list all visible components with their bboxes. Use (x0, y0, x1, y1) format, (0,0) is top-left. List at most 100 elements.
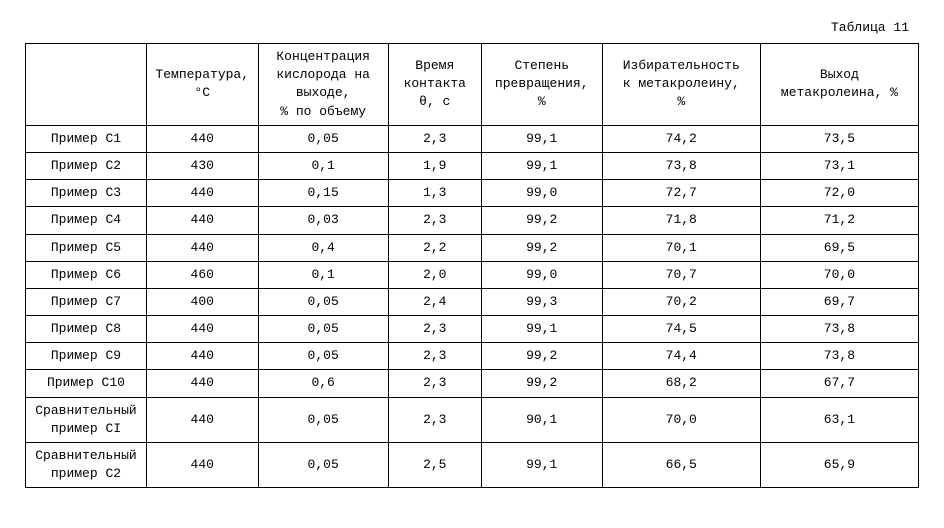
table-cell: 99,2 (481, 234, 602, 261)
table-row: Пример C24300,11,999,173,873,1 (26, 152, 919, 179)
table-cell: 440 (146, 207, 258, 234)
table-cell: 0,05 (258, 343, 388, 370)
table-cell: 0,1 (258, 261, 388, 288)
table-cell: Сравнительныйпример C2 (26, 443, 147, 488)
table-cell: Пример C9 (26, 343, 147, 370)
table-cell: 70,0 (760, 261, 918, 288)
table-cell: 440 (146, 180, 258, 207)
table-cell: 99,1 (481, 125, 602, 152)
table-cell: 2,3 (388, 125, 481, 152)
table-cell: Пример C5 (26, 234, 147, 261)
table-cell: 71,2 (760, 207, 918, 234)
table-cell: 69,7 (760, 288, 918, 315)
table-cell: 0,05 (258, 125, 388, 152)
table-cell: 0,15 (258, 180, 388, 207)
table-row: Пример C94400,052,399,274,473,8 (26, 343, 919, 370)
table-cell: 72,0 (760, 180, 918, 207)
table-cell: 2,3 (388, 316, 481, 343)
table-row: Пример C64600,12,099,070,770,0 (26, 261, 919, 288)
table-cell: Сравнительныйпример CI (26, 397, 147, 442)
table-cell: 99,1 (481, 316, 602, 343)
table-cell: Пример C3 (26, 180, 147, 207)
table-cell: 99,0 (481, 180, 602, 207)
table-cell: 0,05 (258, 316, 388, 343)
table-cell: 63,1 (760, 397, 918, 442)
table-row: Пример C54400,42,299,270,169,5 (26, 234, 919, 261)
table-cell: 2,4 (388, 288, 481, 315)
header-label (26, 44, 147, 126)
table-cell: 2,3 (388, 343, 481, 370)
table-cell: 440 (146, 370, 258, 397)
table-cell: 67,7 (760, 370, 918, 397)
table-cell: 99,1 (481, 152, 602, 179)
table-row: Пример C74000,052,499,370,269,7 (26, 288, 919, 315)
table-cell: 99,2 (481, 343, 602, 370)
table-cell: 440 (146, 443, 258, 488)
table-cell: 73,8 (602, 152, 760, 179)
table-row: Пример C104400,62,399,268,267,7 (26, 370, 919, 397)
data-table: Температура,°C Концентрациякислорода нав… (25, 43, 919, 488)
table-cell: Пример C6 (26, 261, 147, 288)
table-cell: 70,2 (602, 288, 760, 315)
table-cell: 72,7 (602, 180, 760, 207)
table-row: Пример C14400,052,399,174,273,5 (26, 125, 919, 152)
table-cell: 2,2 (388, 234, 481, 261)
table-cell: 99,0 (481, 261, 602, 288)
table-cell: 2,0 (388, 261, 481, 288)
table-cell: 73,8 (760, 316, 918, 343)
table-cell: 0,4 (258, 234, 388, 261)
table-body: Пример C14400,052,399,174,273,5Пример C2… (26, 125, 919, 488)
table-cell: 440 (146, 397, 258, 442)
table-cell: 2,5 (388, 443, 481, 488)
table-cell: 400 (146, 288, 258, 315)
table-cell: 90,1 (481, 397, 602, 442)
table-cell: 0,6 (258, 370, 388, 397)
table-cell: 440 (146, 234, 258, 261)
table-cell: 1,3 (388, 180, 481, 207)
table-cell: 74,2 (602, 125, 760, 152)
table-cell: 2,3 (388, 370, 481, 397)
table-cell: Пример C4 (26, 207, 147, 234)
header-temperature: Температура,°C (146, 44, 258, 126)
table-cell: 74,5 (602, 316, 760, 343)
table-cell: 0,03 (258, 207, 388, 234)
table-row: Пример C34400,151,399,072,772,0 (26, 180, 919, 207)
table-cell: 2,3 (388, 207, 481, 234)
table-cell: Пример C10 (26, 370, 147, 397)
table-cell: 440 (146, 343, 258, 370)
table-cell: 73,5 (760, 125, 918, 152)
table-cell: 68,2 (602, 370, 760, 397)
table-cell: 99,1 (481, 443, 602, 488)
table-cell: 70,7 (602, 261, 760, 288)
table-cell: 71,8 (602, 207, 760, 234)
table-cell: 460 (146, 261, 258, 288)
header-yield: Выходметакролеина, % (760, 44, 918, 126)
table-cell: 70,1 (602, 234, 760, 261)
table-cell: 0,05 (258, 397, 388, 442)
table-cell: 69,5 (760, 234, 918, 261)
table-row: Сравнительныйпример CI4400,052,390,170,0… (26, 397, 919, 442)
table-cell: Пример C7 (26, 288, 147, 315)
table-cell: Пример C8 (26, 316, 147, 343)
header-oxygen: Концентрациякислорода навыходе,% по объе… (258, 44, 388, 126)
table-cell: 430 (146, 152, 258, 179)
table-cell: 99,3 (481, 288, 602, 315)
table-cell: Пример C2 (26, 152, 147, 179)
table-cell: 1,9 (388, 152, 481, 179)
table-cell: 0,05 (258, 288, 388, 315)
table-row: Пример C44400,032,399,271,871,2 (26, 207, 919, 234)
table-cell: 73,1 (760, 152, 918, 179)
table-cell: 74,4 (602, 343, 760, 370)
table-cell: 73,8 (760, 343, 918, 370)
header-conversion: Степеньпревращения,% (481, 44, 602, 126)
table-cell: 0,1 (258, 152, 388, 179)
table-cell: 66,5 (602, 443, 760, 488)
table-cell: 2,3 (388, 397, 481, 442)
table-cell: 99,2 (481, 207, 602, 234)
table-cell: 99,2 (481, 370, 602, 397)
table-caption: Таблица 11 (25, 20, 919, 35)
table-row: Сравнительныйпример C24400,052,599,166,5… (26, 443, 919, 488)
table-cell: Пример C1 (26, 125, 147, 152)
table-cell: 440 (146, 316, 258, 343)
table-row: Пример C84400,052,399,174,573,8 (26, 316, 919, 343)
